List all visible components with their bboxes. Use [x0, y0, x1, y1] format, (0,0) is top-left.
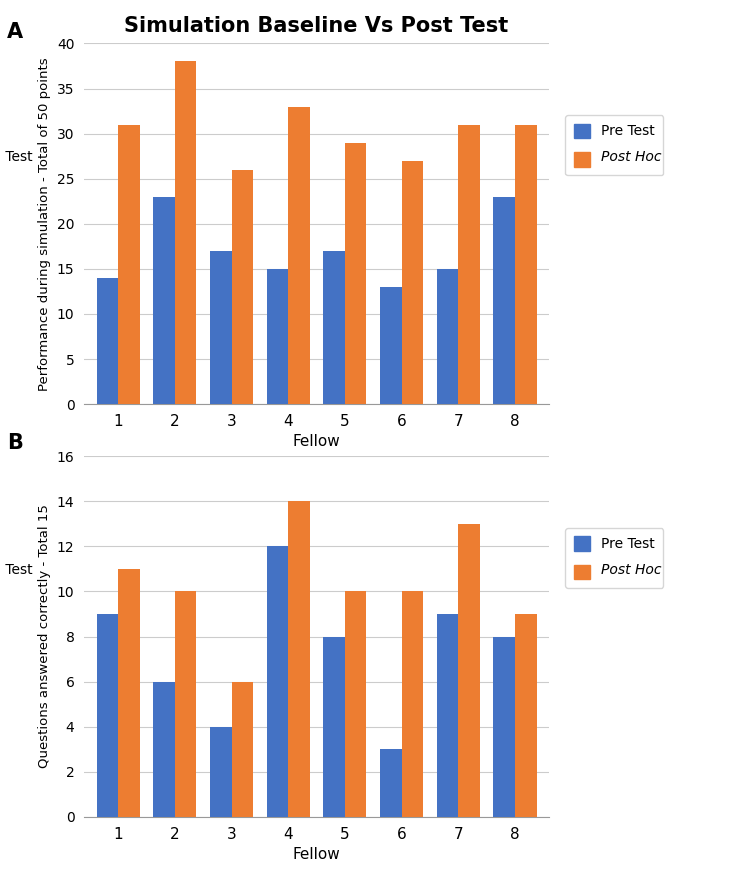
Bar: [437, 614, 458, 817]
Bar: [97, 614, 118, 817]
Bar: [515, 124, 537, 404]
Legend: Pre Test, : Pre Test,: [565, 528, 663, 588]
Bar: [210, 251, 231, 404]
X-axis label: Fellow: Fellow: [293, 847, 340, 862]
Bar: [345, 592, 367, 817]
Bar: [515, 614, 537, 817]
Bar: [153, 196, 175, 404]
Bar: [380, 749, 402, 817]
Bar: [380, 287, 402, 404]
Bar: [458, 524, 480, 817]
Y-axis label: Performance during simulation - Total of 50 points: Performance during simulation - Total of…: [38, 57, 51, 390]
Bar: [458, 124, 480, 404]
Bar: [153, 681, 175, 817]
Bar: [288, 501, 310, 817]
Text: Post Hoc: Post Hoc: [602, 563, 662, 577]
Bar: [324, 251, 345, 404]
Text: A: A: [7, 22, 23, 42]
Bar: [231, 681, 253, 817]
Bar: [493, 196, 515, 404]
Text: Post Hoc: Post Hoc: [0, 868, 1, 869]
Bar: [288, 107, 310, 404]
Title: Simulation Baseline Vs Post Test: Simulation Baseline Vs Post Test: [124, 17, 509, 36]
Bar: [266, 269, 288, 404]
Bar: [97, 278, 118, 404]
Bar: [266, 547, 288, 817]
Bar: [118, 124, 140, 404]
Bar: [493, 636, 515, 817]
Legend: Pre Test, : Pre Test,: [565, 116, 663, 176]
Bar: [175, 592, 196, 817]
Text: Post Hoc: Post Hoc: [602, 150, 662, 164]
Bar: [345, 143, 367, 404]
Bar: [210, 726, 231, 817]
Bar: [402, 592, 423, 817]
Text: Test: Test: [1, 563, 33, 577]
X-axis label: Fellow: Fellow: [293, 434, 340, 449]
Bar: [118, 569, 140, 817]
Bar: [324, 636, 345, 817]
Bar: [231, 169, 253, 404]
Text: B: B: [7, 433, 23, 453]
Bar: [437, 269, 458, 404]
Bar: [175, 62, 196, 404]
Bar: [402, 161, 423, 404]
Text: Post Hoc: Post Hoc: [0, 868, 1, 869]
Y-axis label: Questions answered correctly - Total 15: Questions answered correctly - Total 15: [38, 505, 51, 768]
Text: Test: Test: [1, 150, 33, 164]
